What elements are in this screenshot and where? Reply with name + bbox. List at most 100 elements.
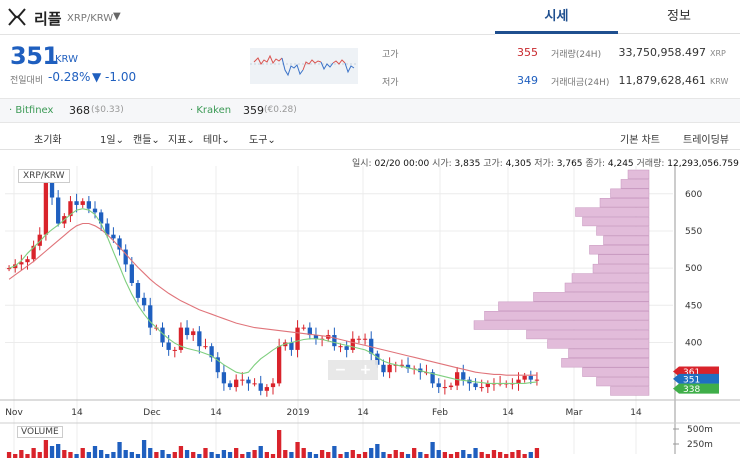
tab-quote[interactable]: 시세	[495, 0, 618, 34]
candle-body	[80, 201, 85, 205]
volume-bar	[350, 450, 355, 458]
volume-value: 33,750,958.497	[618, 46, 706, 59]
volume-bar	[191, 452, 196, 458]
tab-info[interactable]: 정보	[618, 0, 740, 34]
candle-body	[129, 264, 134, 283]
volume-bar	[98, 450, 104, 458]
candle-body	[479, 387, 484, 389]
candle-body	[270, 383, 276, 388]
volume-bar	[369, 448, 374, 458]
candle-body	[234, 379, 239, 388]
reset-button[interactable]: 초기화	[34, 135, 62, 146]
candle-body	[191, 331, 196, 336]
tools-dropdown[interactable]: 도구⌄	[249, 131, 276, 146]
volume-bar	[442, 452, 448, 458]
y-tick-label: 450	[685, 301, 702, 311]
value-amount: 11,879,628,461	[618, 74, 706, 87]
candle-body	[31, 245, 36, 260]
volume-bar	[504, 454, 509, 458]
candle-body	[350, 338, 355, 350]
value-label: 거래대금(24H)	[551, 78, 610, 88]
change-percent: -0.28%	[48, 70, 91, 84]
volume-bar	[448, 454, 454, 458]
volume-bar	[117, 442, 122, 458]
candle-dropdown[interactable]: 캔들⌄	[133, 131, 160, 146]
interval-dropdown[interactable]: 1일⌄	[100, 131, 124, 146]
tradingview-button[interactable]: 트레이딩뷰	[683, 135, 729, 146]
header-divider	[0, 34, 495, 35]
candle-body	[485, 383, 490, 388]
volume-bar	[31, 448, 36, 458]
x-tick-label: 2019	[287, 408, 310, 418]
legend-time: 02/20 00:00	[374, 159, 430, 169]
coin-name: 리플	[34, 10, 62, 28]
chevron-down-icon: ⌄	[267, 135, 276, 146]
volume-bar	[387, 454, 392, 458]
volume-bar	[276, 430, 282, 458]
candle-body	[516, 379, 521, 384]
candle-body	[442, 387, 448, 389]
exchange-name-kraken[interactable]: · Kraken	[190, 105, 232, 116]
coin-pair[interactable]: XRP/KRW	[67, 13, 114, 24]
volume-bar	[209, 452, 214, 458]
candle-body	[37, 234, 42, 246]
volume-bar	[332, 446, 337, 458]
volume-bar	[418, 452, 423, 458]
candle-body	[25, 259, 30, 263]
volume-bar	[381, 452, 386, 458]
volume-bar	[123, 450, 128, 458]
volume-bar	[25, 454, 30, 458]
candle-body	[178, 327, 184, 350]
tools-label: 도구	[249, 135, 268, 146]
volume-profile-bar	[596, 226, 650, 236]
volume-bar	[534, 448, 540, 458]
exchange-bar: · Bitfinex 368 ($0.33) · Kraken 359 (€0.…	[0, 98, 740, 123]
volume-bar	[215, 454, 220, 458]
chevron-down-icon: ⌄	[221, 135, 230, 146]
candle-body	[148, 305, 153, 328]
indicator-dropdown[interactable]: 지표⌄	[168, 131, 195, 146]
volume-bar	[227, 452, 233, 458]
volume-profile-bar	[484, 311, 650, 321]
volume-bar	[528, 452, 533, 458]
candle-body	[344, 346, 349, 350]
theme-dropdown[interactable]: 테마⌄	[203, 131, 230, 146]
volume-bar	[6, 452, 12, 458]
legend-close: 4,245	[607, 159, 634, 169]
volume-tick-label: 500m	[687, 425, 713, 435]
candle-body	[448, 385, 454, 388]
zoom-in-button[interactable]: +	[359, 362, 372, 378]
volume-bar	[270, 454, 276, 458]
volume-bar	[467, 454, 472, 458]
exchange-name-bitfinex[interactable]: · Bitfinex	[9, 105, 54, 116]
volume-pane-label: VOLUME	[17, 426, 63, 438]
exchange-price-bitfinex: 368	[69, 104, 90, 117]
theme-label: 테마	[203, 135, 222, 146]
volume-bar	[264, 452, 270, 458]
basic-chart-button[interactable]: 기본 차트	[620, 135, 660, 146]
zoom-out-button[interactable]: −	[334, 362, 347, 378]
candle-body	[338, 346, 343, 348]
y-tick-label: 600	[685, 190, 702, 200]
interval-label: 1일	[100, 135, 116, 146]
chart-pair-label: XRP/KRW	[18, 169, 70, 183]
volume-bar	[234, 448, 239, 458]
volume-bar	[356, 454, 362, 458]
candle-body	[215, 357, 220, 373]
candle-body	[430, 372, 435, 384]
volume-bar	[252, 450, 257, 458]
volume-bar	[307, 452, 312, 458]
volume-bar	[74, 454, 79, 458]
volume-profile-bar	[627, 169, 650, 180]
pair-dropdown-icon[interactable]: ▼	[113, 11, 121, 22]
x-tick-label: Nov	[5, 408, 23, 418]
indicator-label: 지표	[168, 135, 187, 146]
volume-bar	[319, 450, 325, 458]
candle-body	[86, 201, 92, 209]
candle-body	[522, 375, 527, 380]
volume-bar	[111, 452, 116, 458]
candle-body	[356, 338, 362, 340]
x-tick-label: 14	[502, 408, 514, 418]
high-value: 355	[517, 46, 538, 59]
